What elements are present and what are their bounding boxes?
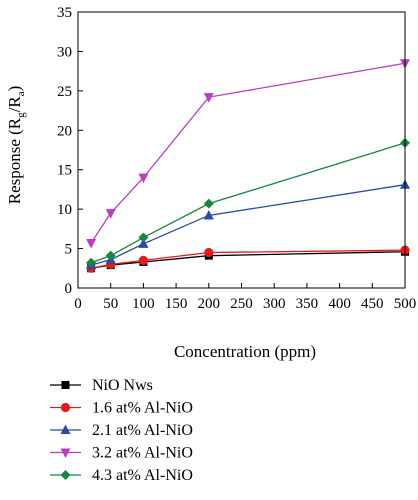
x-tick-label: 250	[230, 296, 253, 312]
x-tick-label: 50	[103, 296, 118, 312]
y-tick-label: 35	[57, 5, 72, 21]
legend-label: 3.2 at% Al-NiO	[92, 445, 193, 462]
data-point	[86, 239, 97, 249]
y-axis-title-main: Response (R	[5, 117, 24, 204]
x-tick-label: 200	[198, 296, 221, 312]
series-3	[86, 179, 410, 270]
y-axis-title-sub1: g	[15, 112, 27, 118]
y-tick-label: 10	[57, 202, 72, 218]
legend-marker	[60, 424, 71, 434]
legend-item-4: 3.2 at% Al-NiO	[50, 445, 193, 462]
plot-area	[86, 59, 410, 273]
axes: 0 50 100 150 200 250 300 350 400 450 500 0 5 10 15 20 25…	[57, 5, 416, 312]
y-tick-label: 20	[57, 123, 72, 139]
x-tick-label: 400	[328, 296, 351, 312]
y-axis-title-sub2: a	[15, 91, 27, 96]
legend-label: 4.3 at% Al-NiO	[92, 467, 193, 484]
y-axis-title-mid: /R	[5, 96, 24, 113]
x-tick-label: 300	[263, 296, 286, 312]
legend-marker	[61, 381, 70, 389]
series-line	[90, 62, 406, 244]
x-tick-label: 0	[74, 296, 82, 312]
legend-item-1: NiO Nws	[50, 377, 153, 394]
x-tick-label: 350	[296, 296, 319, 312]
data-point	[138, 255, 148, 265]
y-tick-label: 15	[57, 163, 72, 179]
series-2	[86, 245, 410, 273]
series-5	[86, 137, 410, 268]
x-axis-title: Concentration (ppm)	[174, 342, 316, 361]
y-tick-label: 25	[57, 84, 72, 100]
data-point	[105, 209, 116, 219]
y-axis-title-end: )	[5, 86, 24, 92]
data-point	[138, 238, 149, 248]
legend-marker	[60, 470, 71, 480]
data-point	[203, 93, 214, 103]
data-point	[138, 232, 149, 243]
legend-marker	[60, 402, 71, 413]
legend-label: 2.1 at% Al-NiO	[92, 422, 193, 439]
legend-item-3: 2.1 at% Al-NiO	[50, 422, 193, 439]
x-tick-label: 500	[394, 296, 417, 312]
x-tick-label: 100	[132, 296, 155, 312]
series-4	[86, 59, 410, 249]
x-tick-label: 450	[361, 296, 384, 312]
data-point	[86, 257, 97, 268]
x-tick-label: 150	[165, 296, 188, 312]
legend-label: NiO Nws	[92, 377, 153, 394]
data-point	[138, 173, 149, 184]
y-axis-title: Response (Rg/Ra)	[5, 86, 27, 205]
legend: NiO Nws 1.6 at% Al-NiO 2.1 at% Al-NiO 3.2 a…	[50, 377, 193, 484]
legend-label: 1.6 at% Al-NiO	[92, 400, 193, 417]
data-point	[105, 250, 116, 261]
data-point	[203, 198, 214, 209]
y-tick-label: 30	[57, 44, 72, 60]
legend-item-5: 4.3 at% Al-NiO	[50, 467, 193, 484]
series-line	[90, 142, 406, 264]
legend-item-2: 1.6 at% Al-NiO	[50, 400, 193, 417]
data-point	[204, 247, 214, 258]
y-tick-label: 0	[65, 281, 73, 297]
series-line	[90, 251, 406, 269]
y-tick-label: 5	[65, 242, 73, 258]
data-point	[203, 209, 214, 220]
legend-marker	[60, 448, 71, 458]
